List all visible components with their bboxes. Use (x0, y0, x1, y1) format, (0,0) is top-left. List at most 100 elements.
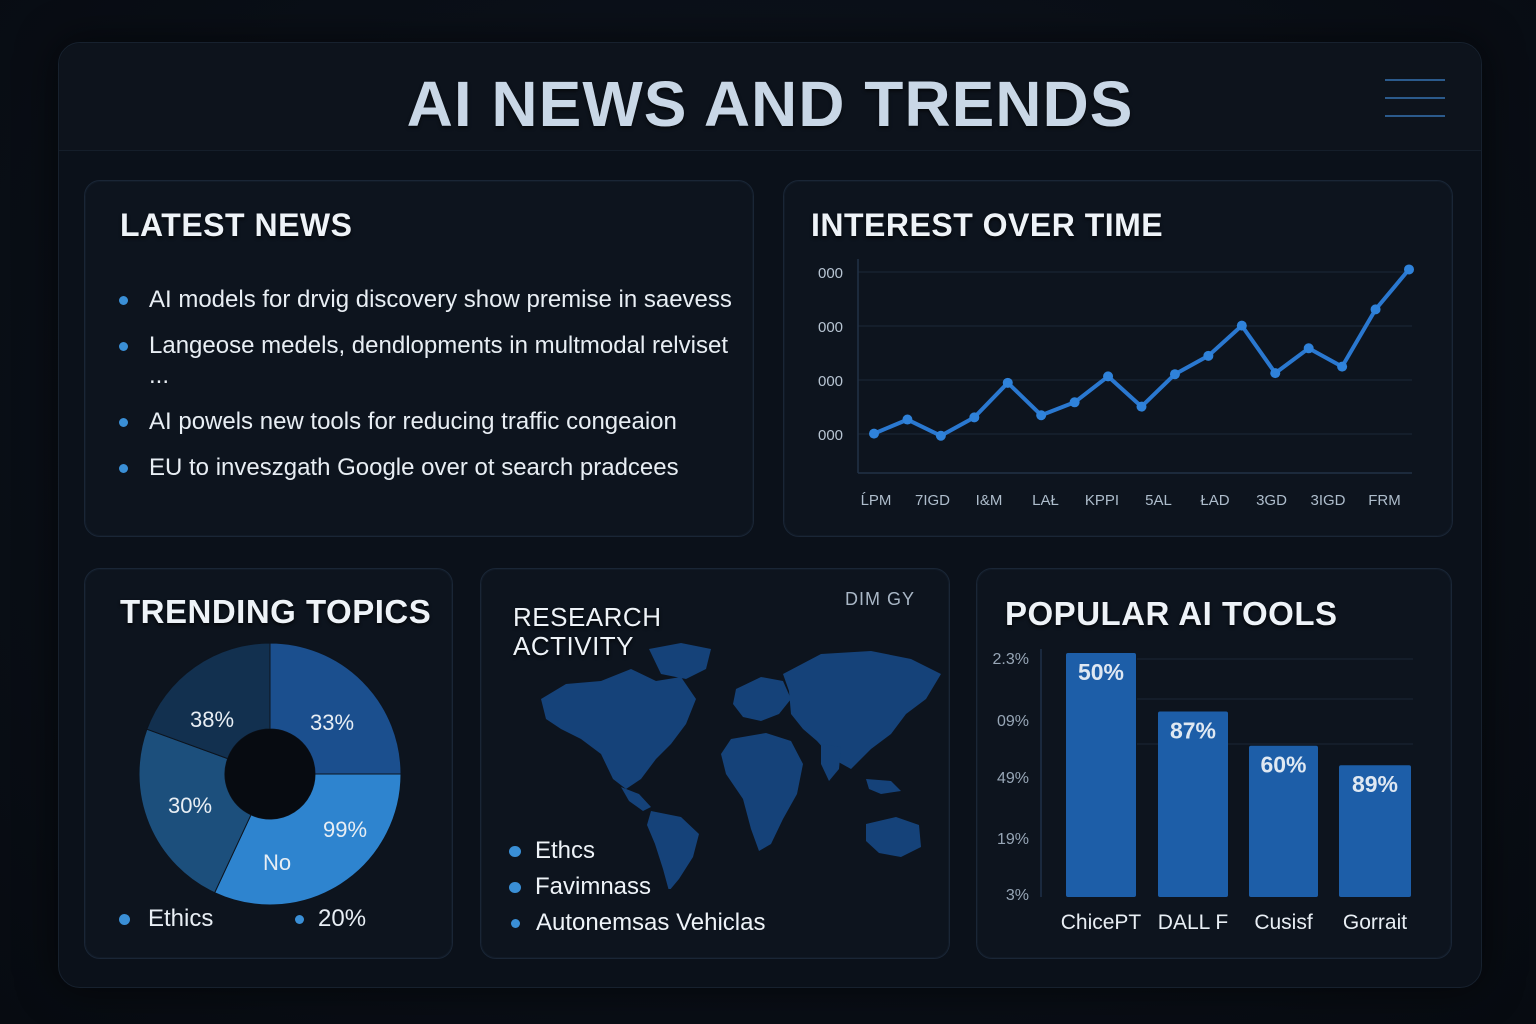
world-map[interactable] (521, 629, 941, 889)
data-point[interactable] (1136, 401, 1147, 412)
data-point[interactable] (1337, 361, 1348, 372)
y-tick-label: 000 (818, 265, 843, 282)
x-tick-label: ŁAD (1200, 492, 1229, 509)
legend-item: Ethcs (509, 833, 765, 869)
y-tick-label: 2.3% (993, 651, 1029, 668)
title-line: ACTIVITY (513, 631, 635, 661)
bar-value-label: 60% (1260, 752, 1306, 778)
legend-item-ethics: Ethics (119, 905, 213, 933)
legend-item: Autonemsas Vehiclas (509, 905, 765, 941)
y-tick-label: 19% (997, 831, 1029, 848)
data-point[interactable] (902, 414, 913, 425)
interest-over-time-card: INTEREST OVER TIME 000 000 000 000 ĹPM 7IGD I&… (783, 180, 1453, 537)
bar-category-label: ChicePT (1061, 911, 1142, 934)
news-headline: AI models for drvig discovery show premi… (149, 286, 732, 313)
slice-label: 38% (190, 707, 234, 732)
news-headline: EU to inveszgath Google over ot search p… (149, 454, 679, 481)
latest-news-card: LATEST NEWS AI models for drvig discover… (84, 180, 754, 537)
news-item[interactable]: EU to inveszgath Google over ot search p… (119, 453, 749, 483)
data-point[interactable] (1236, 320, 1247, 331)
hamburger-menu-icon[interactable] (1383, 79, 1447, 119)
bar-value-label: 50% (1078, 659, 1124, 685)
tools-bar-chart: 2.3% 09% 49% 19% 3% 50% ChicePT 87% DALL F 60% Cus… (993, 649, 1413, 934)
legend-label: Ethics (148, 905, 214, 932)
bar[interactable] (1158, 711, 1228, 897)
data-point[interactable] (1103, 371, 1114, 382)
data-point[interactable] (1002, 377, 1013, 388)
bullet-icon (119, 464, 128, 473)
news-headline: Langeose medels, dendlopments in multmod… (149, 332, 728, 389)
news-item[interactable]: AI models for drvig discovery show premi… (119, 285, 749, 315)
data-point[interactable] (1270, 368, 1281, 379)
data-point[interactable] (1036, 410, 1047, 421)
legend-dot-icon (295, 914, 304, 924)
news-headline: AI powels new tools for reducing traffic… (149, 408, 677, 435)
x-tick-label: ĹPM (861, 492, 892, 509)
legend-item-percent: 20% (295, 905, 366, 933)
data-point[interactable] (1370, 304, 1381, 315)
bar[interactable] (1339, 765, 1411, 897)
x-tick-label: 5AL (1145, 492, 1172, 509)
header-bar: AI NEWS AND TRENDS (59, 43, 1481, 151)
bar-category-label: Cusisf (1254, 911, 1313, 934)
legend-dot-icon (119, 913, 130, 925)
slice-label: 99% (323, 817, 367, 842)
legend-label: Autonemsas Vehiclas (536, 909, 766, 936)
bar[interactable] (1066, 653, 1136, 897)
data-point[interactable] (869, 428, 879, 439)
page-title: AI NEWS AND TRENDS (406, 68, 1134, 140)
slice-label: No (263, 850, 291, 875)
title-line: RESEARCH (513, 602, 662, 632)
x-tick-label: 3IGD (1310, 492, 1345, 509)
y-tick-label: 000 (818, 373, 843, 390)
data-point[interactable] (969, 412, 980, 423)
x-tick-label: KPPI (1085, 492, 1119, 509)
research-activity-card: RESEARCH ACTIVITY DIM GY Ethcs Favimnass… (480, 568, 950, 959)
y-tick-label: 09% (997, 713, 1029, 730)
interest-chart-title: INTEREST OVER TIME (811, 207, 1164, 243)
data-point[interactable] (1203, 350, 1214, 361)
bar-value-label: 87% (1170, 718, 1216, 744)
data-point[interactable] (1303, 343, 1314, 354)
latest-news-title: LATEST NEWS (120, 207, 353, 243)
legend-label: Ethcs (535, 837, 596, 864)
legend-dot-icon (511, 918, 520, 928)
data-point[interactable] (1169, 369, 1180, 380)
interest-line-chart: 000 000 000 000 ĹPM 7IGD I&M LAŁ KPPI 5AL ŁAD 3GD 3I… (818, 259, 1414, 509)
legend-dot-icon (509, 845, 521, 857)
y-tick-label: 000 (818, 319, 843, 336)
research-legend: Ethcs Favimnass Autonemsas Vehiclas (509, 833, 765, 941)
legend-label: 20% (318, 905, 367, 932)
popular-tools-title: POPULAR AI TOOLS (1005, 595, 1338, 632)
x-tick-label: FRM (1368, 492, 1401, 509)
legend-label: Favimnass (535, 873, 652, 900)
x-tick-label: 3GD (1256, 492, 1287, 509)
bar-value-label: 89% (1352, 771, 1398, 797)
bar[interactable] (1249, 745, 1318, 897)
legend-dot-icon (509, 881, 521, 893)
trending-topics-card: TRENDING TOPICS 38% 33% 30% 99% No Ethics 20… (84, 568, 453, 959)
data-point[interactable] (935, 430, 946, 441)
trending-donut-chart: 38% 33% 30% 99% No (138, 642, 402, 906)
data-point[interactable] (1404, 264, 1414, 275)
y-tick-label: 000 (818, 427, 843, 444)
y-tick-label: 49% (997, 770, 1029, 787)
news-item[interactable]: Langeose medels, dendlopments in multmod… (119, 331, 749, 391)
bar-category-label: Gorrait (1343, 911, 1407, 934)
news-list: AI models for drvig discovery show premi… (119, 285, 749, 499)
bullet-icon (119, 418, 128, 427)
data-point[interactable] (1069, 397, 1080, 408)
popular-ai-tools-card: POPULAR AI TOOLS 2.3% 09% 49% 19% 3% 50% Chice… (976, 568, 1452, 959)
slice-label: 30% (168, 793, 212, 818)
research-activity-title: RESEARCH ACTIVITY (513, 603, 713, 661)
legend-item: Favimnass (509, 869, 765, 905)
bar-category-label: DALL F (1158, 911, 1228, 934)
bullet-icon (119, 296, 128, 305)
y-tick-label: 3% (1006, 887, 1029, 904)
x-tick-label: LAŁ (1032, 492, 1059, 509)
news-item[interactable]: AI powels new tools for reducing traffic… (119, 407, 749, 437)
x-tick-label: 7IGD (915, 492, 950, 509)
x-tick-label: I&M (976, 492, 1003, 509)
map-filter-badge[interactable]: DIM GY (844, 589, 915, 609)
slice-label: 33% (310, 710, 354, 735)
